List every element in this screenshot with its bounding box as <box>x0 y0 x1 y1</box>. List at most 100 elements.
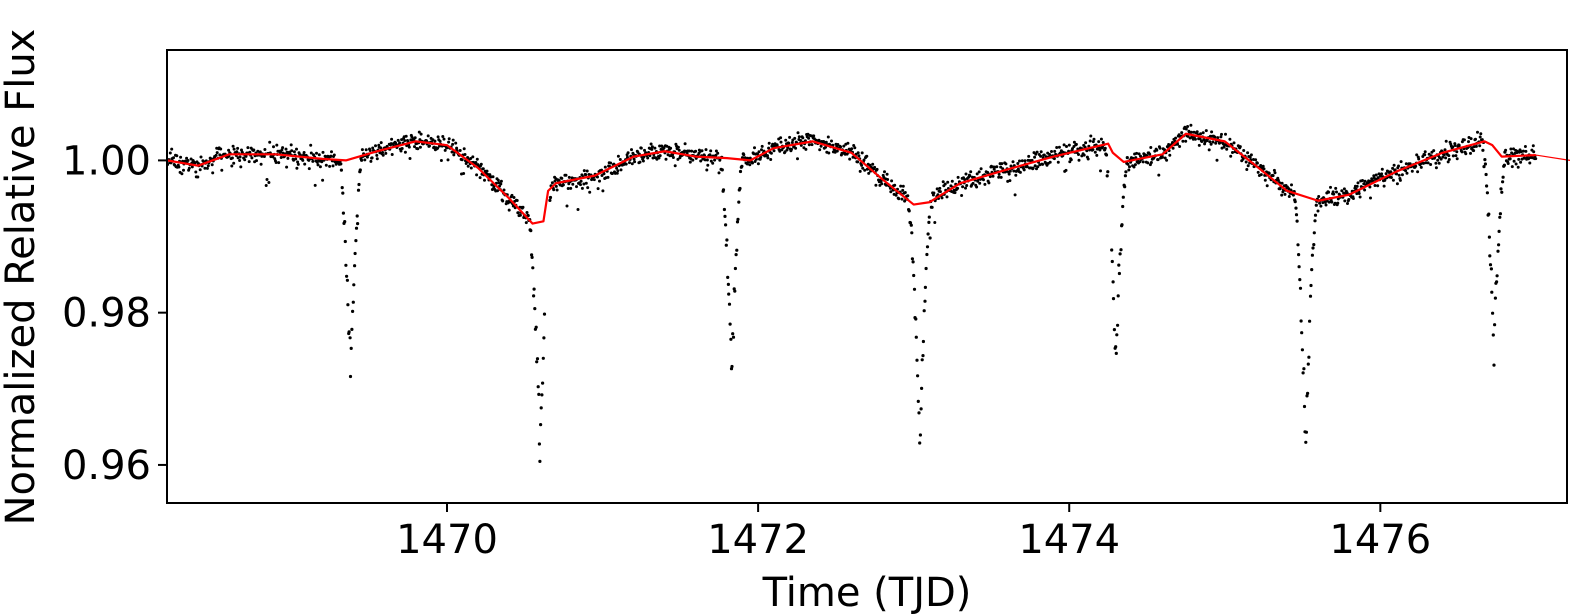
data-point <box>1374 173 1378 177</box>
data-point <box>759 155 763 159</box>
data-point <box>560 176 564 180</box>
data-point <box>329 154 333 158</box>
data-point <box>779 136 783 140</box>
data-point <box>235 150 239 154</box>
data-point <box>903 191 907 194</box>
data-point <box>726 282 731 286</box>
data-point <box>756 152 760 156</box>
data-point <box>975 185 979 189</box>
data-point <box>703 158 707 162</box>
data-point <box>997 172 1001 176</box>
data-point <box>1097 140 1101 144</box>
data-point <box>766 156 770 160</box>
data-point <box>1444 156 1448 160</box>
data-point <box>714 153 718 157</box>
data-point <box>1218 141 1222 144</box>
data-point <box>345 274 349 278</box>
data-point <box>1441 155 1445 159</box>
data-point <box>1493 296 1497 300</box>
data-point <box>734 253 738 257</box>
data-point <box>1429 163 1433 166</box>
data-point <box>619 168 623 172</box>
data-point <box>874 183 878 187</box>
data-point <box>724 243 728 247</box>
data-point <box>1125 156 1129 160</box>
data-point <box>1180 131 1184 135</box>
data-point <box>357 182 361 187</box>
data-point <box>1018 159 1021 163</box>
data-point <box>516 211 520 215</box>
data-point <box>1048 153 1052 156</box>
data-point <box>1025 165 1029 169</box>
data-point <box>807 136 811 140</box>
data-point <box>1095 153 1099 157</box>
data-point <box>914 335 918 339</box>
data-point <box>553 179 557 183</box>
data-point <box>1460 150 1464 154</box>
data-point <box>961 185 965 189</box>
data-point <box>1523 145 1527 148</box>
data-point <box>1171 146 1175 150</box>
data-point <box>303 162 307 166</box>
data-point <box>1495 274 1499 278</box>
data-point <box>236 146 240 150</box>
data-point <box>1036 165 1040 169</box>
data-point <box>1389 176 1393 179</box>
data-point <box>170 147 174 151</box>
data-point <box>1099 169 1102 173</box>
data-point <box>1313 219 1317 223</box>
data-point <box>969 170 973 174</box>
data-point <box>1132 165 1136 169</box>
data-point <box>1298 278 1302 282</box>
data-point <box>531 266 535 270</box>
data-point <box>227 148 231 152</box>
data-point <box>384 151 388 155</box>
data-point <box>1304 430 1308 434</box>
data-point <box>428 144 431 148</box>
data-point <box>1391 178 1395 182</box>
data-point <box>1434 161 1438 165</box>
data-point <box>1104 153 1109 157</box>
data-point <box>379 146 383 150</box>
data-point <box>255 159 258 163</box>
data-point <box>916 374 920 378</box>
data-point <box>1308 319 1312 323</box>
data-point <box>218 153 222 157</box>
data-point <box>1022 168 1026 172</box>
data-point <box>711 161 715 165</box>
data-point <box>830 139 833 143</box>
data-point <box>920 358 924 362</box>
data-point <box>724 223 728 227</box>
data-point <box>1472 149 1476 153</box>
data-point <box>1118 252 1122 256</box>
data-point <box>708 153 712 157</box>
data-point <box>1317 195 1321 198</box>
data-point <box>331 164 335 168</box>
data-point <box>1380 167 1384 171</box>
data-point <box>496 178 500 182</box>
data-point <box>787 141 791 145</box>
data-point <box>285 165 289 169</box>
data-point <box>930 205 934 209</box>
data-point <box>475 173 479 177</box>
data-point <box>1220 132 1223 136</box>
data-point <box>677 148 681 152</box>
data-point <box>1012 169 1016 173</box>
data-point <box>1241 157 1245 161</box>
data-point <box>1361 179 1364 182</box>
data-point <box>1013 193 1017 197</box>
data-point <box>1491 333 1495 337</box>
data-point <box>1178 145 1182 148</box>
data-point <box>398 141 402 145</box>
data-point <box>926 232 930 236</box>
data-point <box>286 156 290 160</box>
data-point <box>793 136 797 140</box>
data-point <box>717 171 721 175</box>
data-point <box>1225 147 1229 151</box>
data-point <box>416 147 420 151</box>
data-point <box>746 156 750 160</box>
data-point <box>404 134 408 138</box>
data-point <box>341 211 345 215</box>
data-point <box>439 159 443 162</box>
